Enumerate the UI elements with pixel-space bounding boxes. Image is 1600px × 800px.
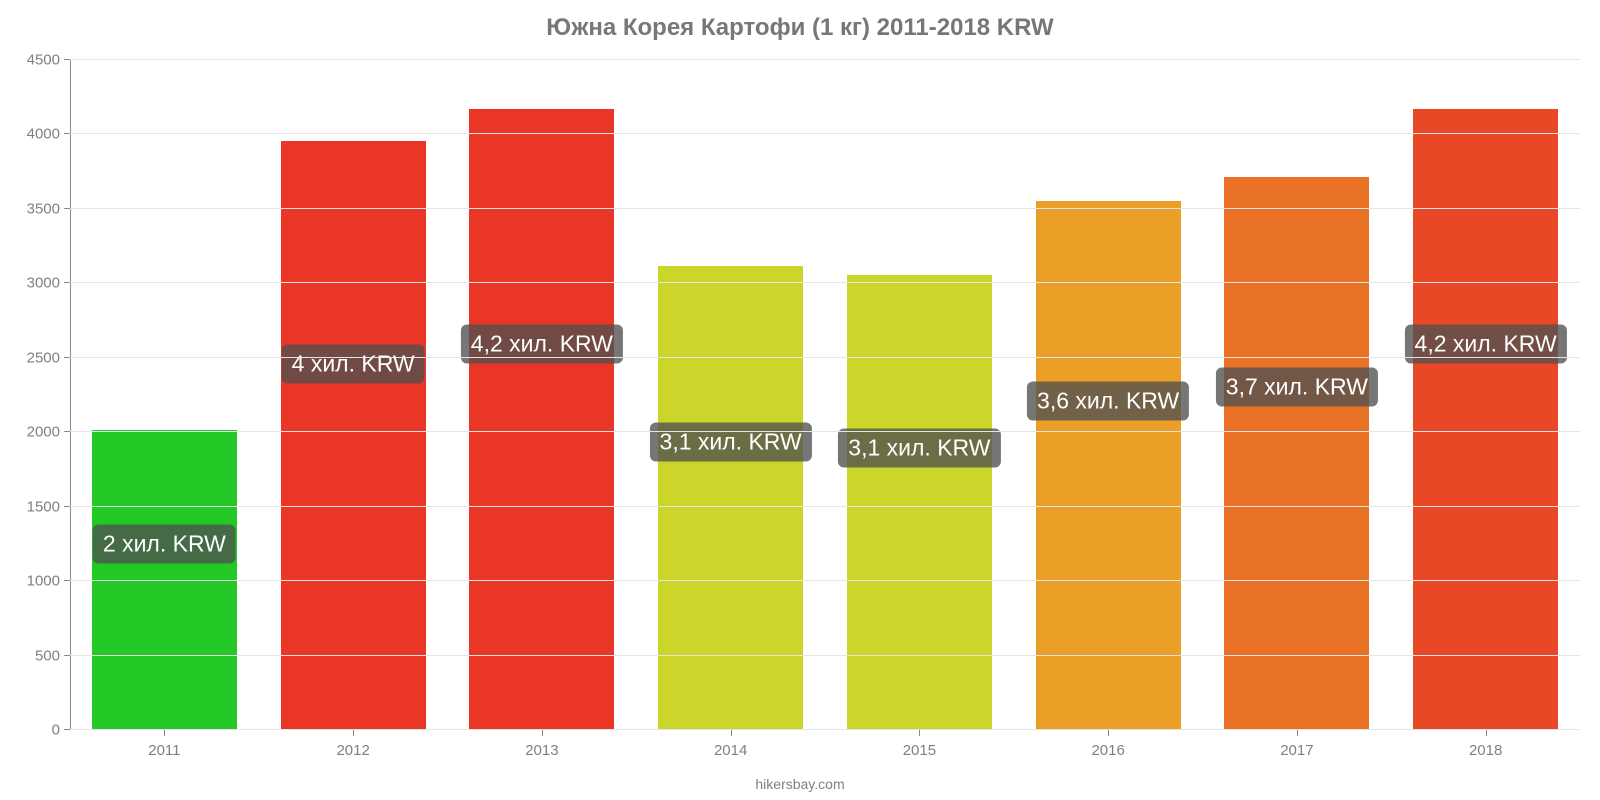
y-tick-mark: [64, 580, 70, 581]
y-tick-label: 2000: [27, 424, 60, 441]
bar: [468, 108, 615, 730]
x-tick-mark: [353, 730, 354, 736]
value-badge: 3,1 хил. KRW: [838, 428, 1000, 467]
gridline: [70, 133, 1580, 134]
value-badge: 4,2 хил. KRW: [461, 325, 623, 364]
y-tick-mark: [64, 729, 70, 730]
x-tick-mark: [731, 730, 732, 736]
x-tick-label: 2014: [714, 742, 747, 759]
y-tick-label: 4000: [27, 126, 60, 143]
y-tick-mark: [64, 282, 70, 283]
value-badge: 3,6 хил. KRW: [1027, 382, 1189, 421]
gridline: [70, 282, 1580, 283]
y-tick-label: 0: [52, 722, 60, 739]
y-tick-label: 500: [35, 647, 60, 664]
y-tick-mark: [64, 506, 70, 507]
gridline: [70, 59, 1580, 60]
gridline: [70, 729, 1580, 730]
y-tick-mark: [64, 357, 70, 358]
x-tick-label: 2015: [903, 742, 936, 759]
value-badge: 2 хил. KRW: [93, 524, 236, 563]
y-tick-label: 4500: [27, 52, 60, 69]
x-tick-label: 2012: [336, 742, 369, 759]
value-badge: 4 хил. KRW: [282, 345, 425, 384]
gridline: [70, 655, 1580, 656]
y-tick-label: 3500: [27, 200, 60, 217]
y-tick-label: 2500: [27, 349, 60, 366]
bars-layer: 2 хил. KRW 4 хил. KRW 4,2 хил. KRW 3,1 хил.…: [70, 60, 1580, 730]
chart-container: Южна Корея Картофи (1 кг) 2011-2018 KRW …: [0, 0, 1600, 800]
x-tick-mark: [1486, 730, 1487, 736]
x-tick-mark: [1297, 730, 1298, 736]
bar: [1223, 176, 1370, 730]
y-tick-label: 1500: [27, 498, 60, 515]
y-tick-mark: [64, 655, 70, 656]
y-tick-mark: [64, 59, 70, 60]
value-badge: 3,1 хил. KRW: [650, 423, 812, 462]
bar: [280, 140, 427, 730]
gridline: [70, 357, 1580, 358]
x-tick-label: 2018: [1469, 742, 1502, 759]
attribution: hikersbay.com: [0, 776, 1600, 792]
gridline: [70, 506, 1580, 507]
x-tick-label: 2017: [1280, 742, 1313, 759]
bar: [846, 274, 993, 730]
y-tick-label: 1000: [27, 573, 60, 590]
x-tick-mark: [919, 730, 920, 736]
plot-area: 2 хил. KRW 4 хил. KRW 4,2 хил. KRW 3,1 хил.…: [70, 60, 1580, 730]
x-tick-mark: [164, 730, 165, 736]
y-tick-mark: [64, 133, 70, 134]
bar: [657, 265, 804, 730]
x-tick-mark: [1108, 730, 1109, 736]
bar: [1412, 108, 1559, 730]
y-tick-mark: [64, 208, 70, 209]
y-tick-label: 3000: [27, 275, 60, 292]
y-tick-mark: [64, 431, 70, 432]
value-badge: 4,2 хил. KRW: [1405, 325, 1567, 364]
x-tick-label: 2016: [1091, 742, 1124, 759]
gridline: [70, 580, 1580, 581]
x-tick-mark: [542, 730, 543, 736]
chart-title: Южна Корея Картофи (1 кг) 2011-2018 KRW: [0, 0, 1600, 48]
value-badge: 3,7 хил. KRW: [1216, 367, 1378, 406]
gridline: [70, 208, 1580, 209]
x-tick-label: 2011: [148, 742, 180, 759]
gridline: [70, 431, 1580, 432]
bar: [1035, 200, 1182, 730]
x-tick-label: 2013: [525, 742, 558, 759]
